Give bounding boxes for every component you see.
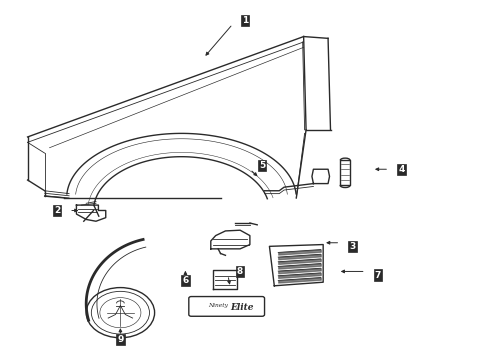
- Text: 3: 3: [349, 242, 356, 251]
- Text: 5: 5: [259, 161, 265, 170]
- Text: 7: 7: [375, 270, 381, 279]
- Text: 9: 9: [117, 335, 123, 344]
- Text: 2: 2: [54, 206, 60, 215]
- Text: 6: 6: [182, 276, 189, 285]
- Text: Ninety: Ninety: [208, 303, 228, 308]
- Text: 8: 8: [237, 267, 243, 276]
- Text: Elite: Elite: [230, 303, 254, 312]
- Text: 4: 4: [398, 165, 405, 174]
- Text: 1: 1: [242, 16, 248, 25]
